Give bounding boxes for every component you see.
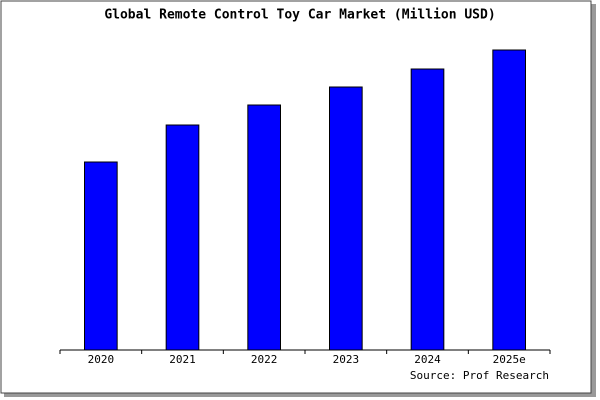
bar (329, 86, 363, 351)
bar (247, 104, 281, 351)
x-tick-label: 2021 (169, 353, 196, 366)
x-tick-label: 2024 (414, 353, 441, 366)
bar (492, 49, 527, 351)
x-tick-label: 2023 (333, 353, 360, 366)
bar (410, 68, 445, 351)
x-tick-label: 2022 (251, 353, 278, 366)
bar (165, 124, 200, 351)
x-tick-label: 2020 (88, 353, 115, 366)
chart-title: Global Remote Control Toy Car Market (Mi… (104, 8, 495, 23)
source-note: Source: Prof Research (410, 369, 549, 382)
x-tick-label: 2025e (493, 353, 526, 366)
bar (84, 161, 118, 351)
